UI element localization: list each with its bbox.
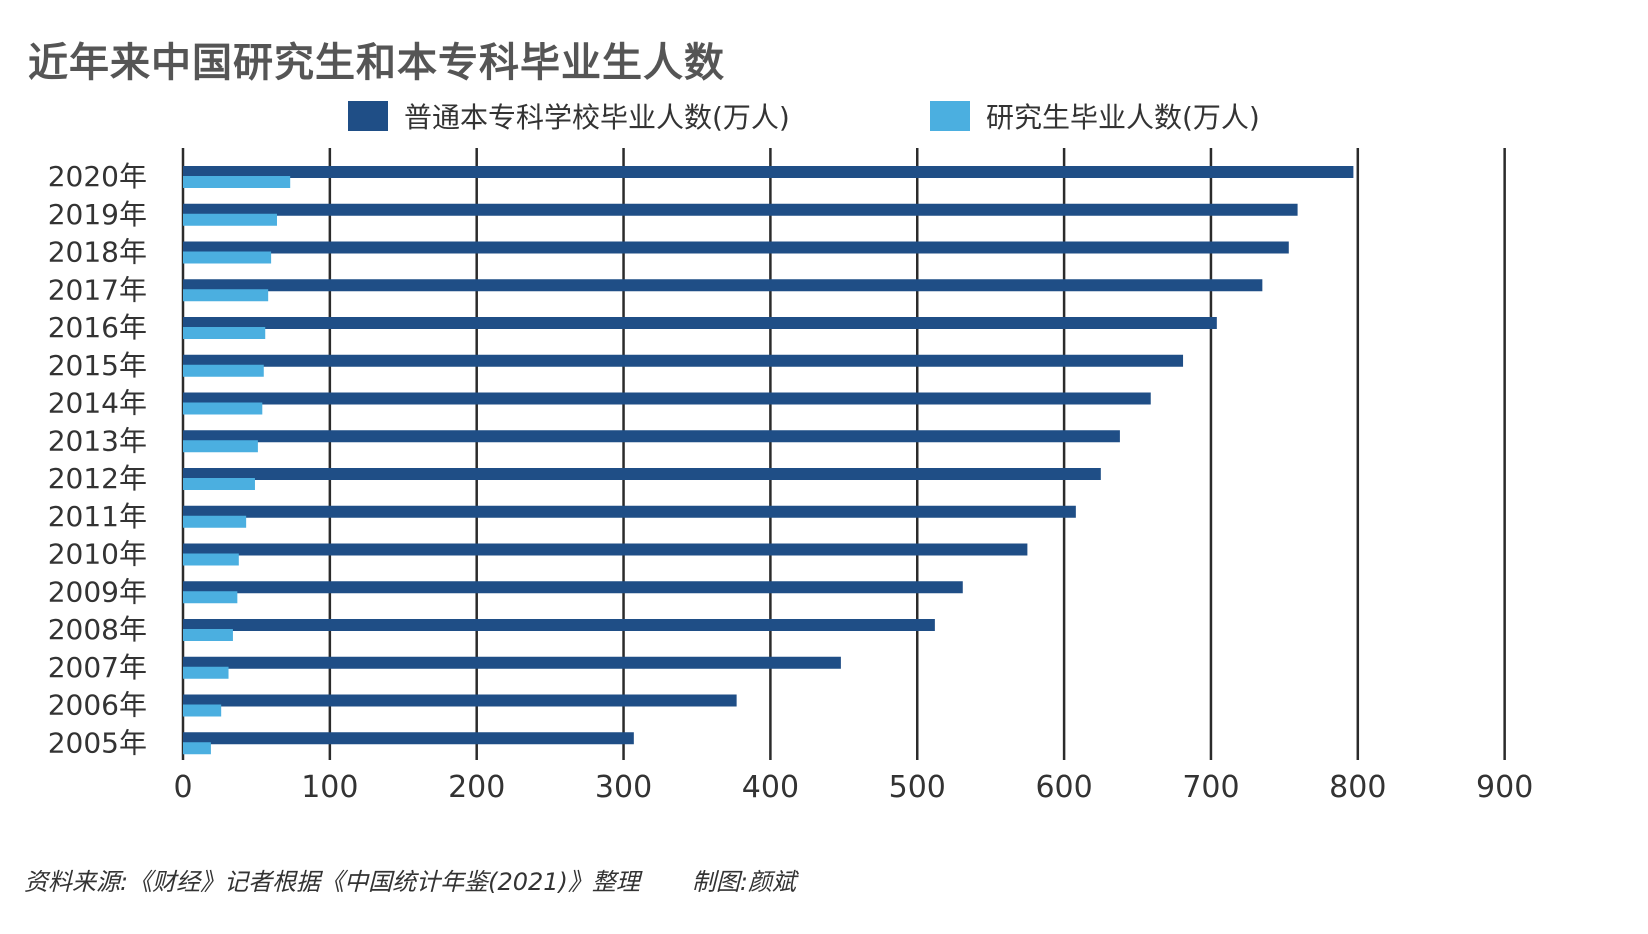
y-category-label-2016年: 2016年 bbox=[48, 311, 147, 344]
x-tick-label-900: 900 bbox=[1476, 770, 1533, 805]
bar-grad-2006年 bbox=[183, 704, 222, 717]
bar-undergrad-2020年 bbox=[183, 166, 1354, 178]
y-category-label-2010年: 2010年 bbox=[48, 538, 147, 571]
bar-grad-2019年 bbox=[183, 213, 277, 226]
bar-undergrad-2006年 bbox=[183, 694, 737, 707]
bar-undergrad-2018年 bbox=[183, 241, 1289, 254]
bar-grad-2013年 bbox=[183, 440, 258, 453]
legend-swatch-undergrad bbox=[348, 101, 388, 131]
x-tick-label-700: 700 bbox=[1182, 770, 1239, 805]
chart-title: 近年来中国研究生和本专科毕业生人数 bbox=[28, 40, 725, 86]
bar-grad-2018年 bbox=[183, 251, 272, 264]
y-category-label-2009年: 2009年 bbox=[48, 575, 147, 608]
bar-grad-2005年 bbox=[183, 742, 211, 755]
x-tick-label-0: 0 bbox=[173, 770, 192, 805]
bar-undergrad-2011年 bbox=[183, 505, 1076, 518]
bar-grad-2012年 bbox=[183, 478, 255, 490]
legend-item-undergrad: 普通本专科学校毕业人数(万人) bbox=[348, 96, 790, 136]
bar-grad-2007年 bbox=[183, 666, 229, 679]
y-category-label-2013年: 2013年 bbox=[48, 424, 147, 457]
bar-undergrad-2007年 bbox=[183, 656, 841, 669]
bar-undergrad-2009年 bbox=[183, 581, 963, 594]
bar-undergrad-2010年 bbox=[183, 543, 1028, 556]
y-category-label-2011年: 2011年 bbox=[48, 500, 147, 533]
bar-undergrad-2012年 bbox=[183, 468, 1101, 480]
x-tick-label-300: 300 bbox=[595, 770, 652, 805]
legend-item-grad: 研究生毕业人数(万人) bbox=[930, 96, 1260, 136]
y-category-label-2012年: 2012年 bbox=[48, 462, 147, 495]
bar-undergrad-2014年 bbox=[183, 392, 1151, 405]
bar-undergrad-2013年 bbox=[183, 430, 1120, 443]
bar-grad-2017年 bbox=[183, 289, 269, 302]
y-category-label-2018年: 2018年 bbox=[48, 236, 147, 269]
bar-undergrad-2017年 bbox=[183, 279, 1263, 292]
x-tick-label-600: 600 bbox=[1035, 770, 1092, 805]
y-category-label-2015年: 2015年 bbox=[48, 349, 147, 382]
legend-swatch-grad bbox=[930, 101, 970, 131]
bar-undergrad-2015年 bbox=[183, 354, 1184, 367]
y-category-label-2007年: 2007年 bbox=[48, 651, 147, 684]
bar-grad-2020年 bbox=[183, 176, 291, 188]
bar-undergrad-2005年 bbox=[183, 732, 634, 745]
bar-grad-2015年 bbox=[183, 364, 264, 377]
y-category-label-2006年: 2006年 bbox=[48, 689, 147, 722]
source-note: 资料来源:《财经》记者根据《中国统计年鉴(2021)》整理 bbox=[24, 868, 640, 896]
x-tick-label-200: 200 bbox=[448, 770, 505, 805]
x-tick-label-100: 100 bbox=[301, 770, 358, 805]
y-category-label-2008年: 2008年 bbox=[48, 613, 147, 646]
credit-note: 制图:颜斌 bbox=[691, 868, 796, 896]
bar-grad-2011年 bbox=[183, 515, 247, 528]
bar-undergrad-2016年 bbox=[183, 317, 1217, 329]
x-tick-label-800: 800 bbox=[1329, 770, 1386, 805]
bar-grad-2010年 bbox=[183, 553, 239, 566]
bar-undergrad-2019年 bbox=[183, 203, 1298, 216]
bar-grad-2014年 bbox=[183, 402, 263, 415]
y-category-label-2019年: 2019年 bbox=[48, 198, 147, 231]
y-category-label-2017年: 2017年 bbox=[48, 273, 147, 306]
legend-label-grad: 研究生毕业人数(万人) bbox=[986, 101, 1260, 134]
legend-label-undergrad: 普通本专科学校毕业人数(万人) bbox=[404, 101, 790, 134]
y-category-label-2014年: 2014年 bbox=[48, 387, 147, 420]
x-tick-label-400: 400 bbox=[742, 770, 799, 805]
bar-grad-2008年 bbox=[183, 629, 233, 641]
bar-chart: 0 100 200 300 400 500 600 700 800 900 2020年 2019年 20… bbox=[48, 148, 1533, 805]
y-category-label-2005年: 2005年 bbox=[48, 726, 147, 759]
bar-grad-2016年 bbox=[183, 327, 266, 339]
bar-undergrad-2008年 bbox=[183, 619, 935, 631]
y-category-label-2020年: 2020年 bbox=[48, 160, 147, 193]
x-tick-label-500: 500 bbox=[889, 770, 946, 805]
footer: 资料来源:《财经》记者根据《中国统计年鉴(2021)》整理 制图:颜斌 bbox=[24, 862, 796, 897]
bar-grad-2009年 bbox=[183, 591, 238, 604]
